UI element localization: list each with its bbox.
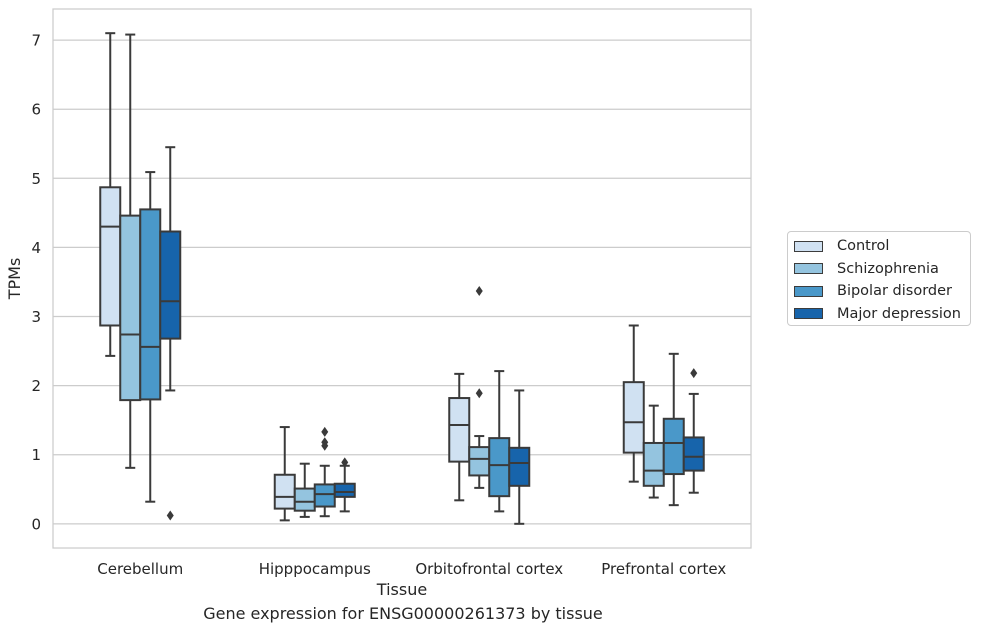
x-tick-label: Cerebellum — [97, 560, 183, 578]
box — [488, 437, 511, 498]
outlier-marker — [166, 510, 174, 521]
legend-label-control: Control — [837, 238, 890, 255]
box — [662, 417, 685, 476]
outlier-marker — [475, 388, 483, 399]
box — [448, 397, 471, 463]
box — [622, 381, 645, 454]
x-tick-label: Prefrontal cortex — [601, 560, 726, 578]
box — [139, 208, 162, 401]
y-tick-label: 4 — [31, 239, 41, 257]
legend-label-major-depression: Major depression — [837, 305, 961, 322]
y-tick-label: 3 — [31, 308, 41, 326]
box — [333, 482, 356, 498]
y-tick-label: 1 — [31, 446, 41, 464]
outlier-marker — [341, 457, 349, 468]
y-tick-label: 5 — [31, 170, 41, 188]
y-tick-label: 2 — [31, 377, 41, 395]
legend-swatch-schizophrenia — [794, 263, 823, 275]
box — [468, 446, 491, 477]
x-axis-label: Tissue — [376, 580, 427, 599]
legend-swatch-major-depression — [794, 308, 823, 320]
outlier-marker — [690, 368, 698, 379]
box — [293, 487, 316, 512]
legend-swatch-bipolar-disorder — [794, 285, 823, 297]
plot-frame — [52, 8, 752, 549]
box — [119, 214, 142, 402]
legend-swatch-control — [794, 240, 823, 252]
legend-item-control: Control — [794, 235, 970, 258]
outlier-marker — [321, 426, 329, 437]
box — [159, 230, 182, 340]
box — [313, 483, 336, 508]
legend-label-schizophrenia: Schizophrenia — [837, 260, 939, 277]
x-tick-label: Orbitofrontal cortex — [415, 560, 563, 578]
outlier-marker — [321, 437, 329, 448]
y-axis-label: TPMs — [5, 258, 24, 301]
box — [682, 436, 705, 472]
y-tick-label: 6 — [31, 101, 41, 119]
y-tick-label: 7 — [31, 32, 41, 50]
box — [273, 473, 296, 510]
legend-item-major-depression: Major depression — [794, 303, 970, 326]
legend-item-schizophrenia: Schizophrenia — [794, 258, 970, 281]
legend-label-bipolar-disorder: Bipolar disorder — [837, 283, 952, 300]
legend: Control Schizophrenia Bipolar disorder M… — [787, 231, 971, 326]
box — [99, 186, 122, 327]
box — [508, 446, 531, 487]
y-tick-label: 0 — [31, 515, 41, 533]
legend-item-bipolar-disorder: Bipolar disorder — [794, 280, 970, 303]
box — [642, 441, 665, 487]
chart-caption: Gene expression for ENSG00000261373 by t… — [203, 604, 603, 623]
outlier-marker — [475, 285, 483, 296]
x-tick-label: Hipppocampus — [259, 560, 371, 578]
